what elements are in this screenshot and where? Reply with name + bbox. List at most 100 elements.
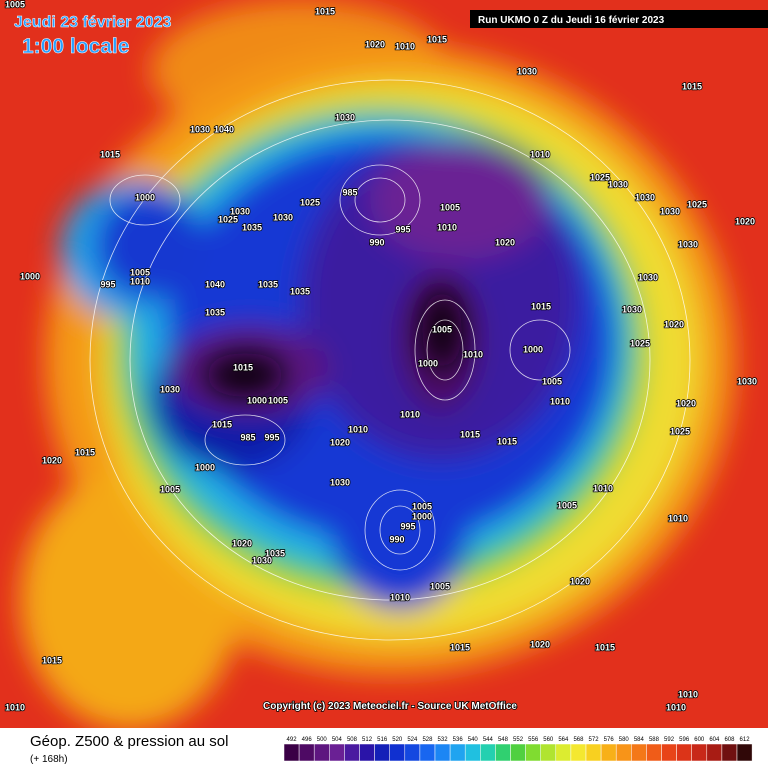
colorbar-swatch (344, 743, 360, 762)
isobar-label: 1015 (100, 149, 120, 159)
colorbar-tick-label: 580 (619, 737, 630, 743)
isobar-label: 1030 (678, 239, 698, 249)
colorbar-swatch (736, 743, 753, 762)
isobar-label: 1020 (495, 237, 515, 247)
colorbar-swatch (570, 743, 587, 762)
colorbar-swatch (615, 743, 632, 762)
isobar-label: 1030 (230, 206, 250, 216)
isobar-label: 1025 (670, 426, 690, 436)
lead-time: (+ 168h) (30, 754, 68, 765)
colorbar-swatch (646, 743, 662, 762)
colorbar-tick-label: 544 (483, 737, 494, 743)
colorbar-swatch (283, 743, 300, 762)
colorbar-tick-label: 608 (724, 737, 735, 743)
colorbar-swatch (540, 743, 557, 762)
colorbar-swatch (434, 743, 451, 762)
colorbar-swatch (525, 743, 541, 762)
colorbar-tick-label: 568 (573, 737, 584, 743)
colorbar-swatch (676, 743, 692, 762)
isobar-label: 1020 (232, 538, 252, 548)
isobar-label: 1010 (666, 702, 686, 712)
colorbar: 492 496 500 504 508 512 516 520 524 528 532 536 540 5… (283, 737, 753, 762)
colorbar-swatch (449, 743, 466, 762)
isobar-label: 995 (264, 432, 279, 442)
colorbar-swatch (691, 743, 708, 762)
colorbar-tick-label: 600 (694, 737, 705, 743)
isobar-label: 1020 (365, 39, 385, 49)
colorbar-swatch (706, 743, 723, 762)
colorbar-swatch (374, 743, 390, 762)
isobar-label: 1010 (348, 424, 368, 434)
isobar-label: 1030 (252, 555, 272, 565)
isobar-label: 1035 (290, 286, 310, 296)
colorbar-tick-label: 516 (377, 737, 388, 743)
colorbar-tick-label: 508 (347, 737, 358, 743)
isobar-label: 1030 (273, 212, 293, 222)
isobar-label: 1010 (130, 276, 150, 286)
isobar-label: 1030 (622, 304, 642, 314)
isobar-label: 1005 (557, 500, 577, 510)
colorbar-tick-label: 588 (649, 737, 660, 743)
colorbar-tick-label: 496 (302, 737, 313, 743)
colorbar-swatch (464, 743, 481, 762)
isobar-label: 1025 (590, 172, 610, 182)
isobar-label: 995 (395, 224, 410, 234)
isobar-label: 1005 (130, 267, 150, 277)
colorbar-tick-label: 556 (528, 737, 539, 743)
colorbar-tick-label: 596 (679, 737, 690, 743)
isobar-label: 1020 (330, 437, 350, 447)
isobar-label: 1030 (335, 112, 355, 122)
colorbar-swatch (495, 743, 511, 762)
geopotential-field (0, 0, 768, 728)
isobar-label: 1030 (190, 124, 210, 134)
colorbar-swatch (313, 743, 330, 762)
isobar-label: 1015 (212, 419, 232, 429)
colorbar-tick-label: 500 (317, 737, 328, 743)
colorbar-tick-label: 504 (332, 737, 343, 743)
isobar-label: 1015 (75, 447, 95, 457)
isobar-label: 1000 (20, 271, 40, 281)
isobar-label: 1015 (531, 301, 551, 311)
valid-date: Jeudi 23 février 2023 (14, 14, 172, 31)
isobar-label: 1015 (682, 81, 702, 91)
isobar-label: 1015 (427, 34, 447, 44)
colorbar-swatch (555, 743, 572, 762)
colorbar-tick-label: 524 (407, 737, 418, 743)
isobar-label: 1000 (418, 358, 438, 368)
isobar-label: 1005 (542, 376, 562, 386)
colorbar-swatch (298, 743, 315, 762)
isobar-label: 1010 (668, 513, 688, 523)
colorbar-tick-label: 572 (589, 737, 600, 743)
colorbar-tick-label: 528 (422, 737, 433, 743)
colorbar-tick-label: 604 (709, 737, 720, 743)
isobar-label: 1010 (390, 592, 410, 602)
isobar-label: 1020 (664, 319, 684, 329)
colorbar-swatch (389, 743, 406, 762)
isobar-label: 1000 (523, 344, 543, 354)
isobar-label: 1020 (676, 398, 696, 408)
isobar-label: 1010 (400, 409, 420, 419)
isobar-label: 1010 (678, 689, 698, 699)
isobar-label: 1005 (160, 484, 180, 494)
isobar-label: 990 (389, 534, 404, 544)
isobar-label: 1030 (517, 66, 537, 76)
isobar-label: 990 (369, 237, 384, 247)
isobar-label: 1010 (5, 702, 25, 712)
isobar-label: 1025 (687, 199, 707, 209)
isobar-label: 1020 (570, 576, 590, 586)
isobar-label: 1005 (5, 0, 25, 9)
isobar-label: 1005 (268, 395, 288, 405)
isobar-label: 1010 (593, 483, 613, 493)
colorbar-swatch (721, 743, 738, 762)
isobar-label: 1005 (430, 581, 450, 591)
colorbar-tick-label: 560 (543, 737, 554, 743)
colorbar-swatch (631, 743, 647, 762)
run-box (470, 10, 768, 28)
isobar-labels: 1005 1015 1020 1010 1015 1030 1015 1030 1040 1030… (4, 0, 758, 713)
isobar-label: 1035 (242, 222, 262, 232)
isobar-label: 1030 (608, 179, 628, 189)
run-info: Run UKMO 0 Z du Jeudi 16 février 2023 (478, 15, 665, 26)
isobar-label: 1015 (315, 6, 335, 16)
isobar-label: 1025 (630, 338, 650, 348)
isobar-label: 1010 (395, 41, 415, 51)
